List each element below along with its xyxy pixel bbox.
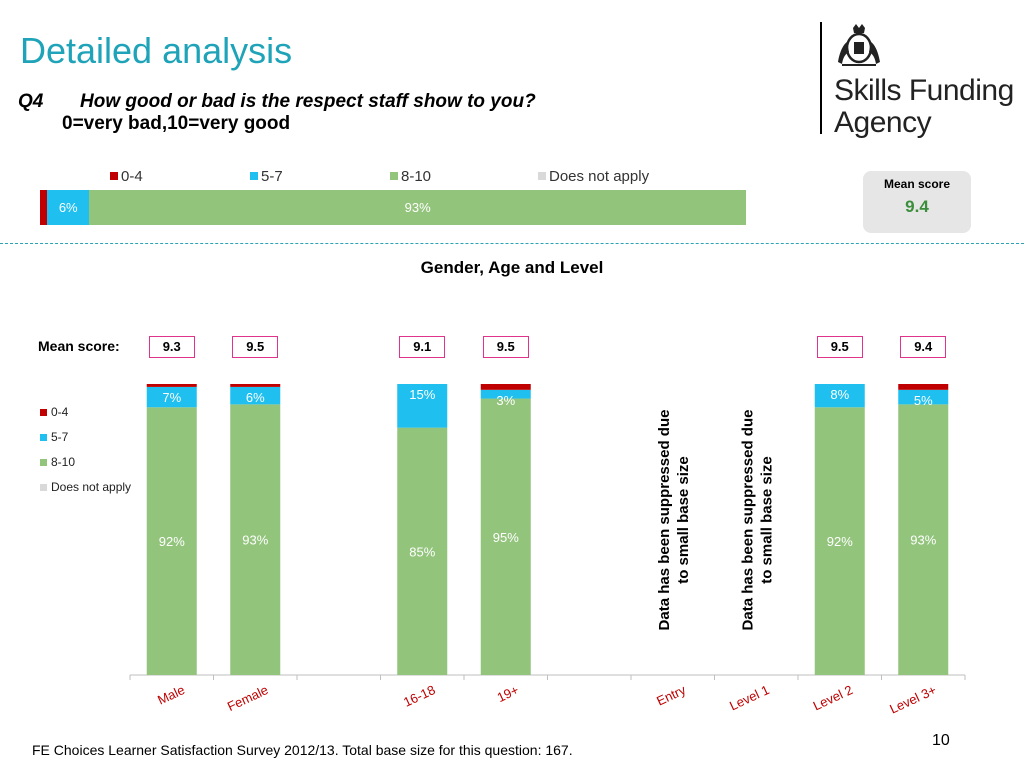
section-subtitle: Gender, Age and Level — [420, 258, 604, 277]
question-text: How good or bad is the respect staff sho… — [80, 91, 536, 112]
logo-text-line2: Agency — [834, 106, 932, 139]
category-label: 16-18 — [401, 682, 437, 710]
legend-swatch — [538, 172, 546, 180]
mean-score-box: 9.5 — [816, 336, 863, 358]
bar-segment-8-10 — [146, 407, 197, 675]
category-label: Level 2 — [811, 682, 855, 713]
bar-data-label: 85% — [409, 544, 435, 559]
bar-segment-8-10 — [480, 398, 531, 675]
legend-label: Does not apply — [51, 480, 132, 494]
bar-segment-0-4 — [230, 384, 281, 387]
bar-segment-5-7 — [898, 389, 949, 405]
mean-score-box: 9.1 — [399, 336, 446, 358]
legend-label: 5-7 — [51, 430, 69, 444]
legend-swatch — [40, 434, 47, 441]
overall-bar-segment-8-10: 93% — [89, 190, 746, 225]
legend-item-0-4: 0-4 — [110, 168, 143, 185]
source-note: FE Choices Learner Satisfaction Survey 2… — [32, 742, 573, 758]
bar-data-label: 15% — [409, 387, 435, 402]
question-number: Q4 — [18, 91, 44, 112]
question-scale: 0=very bad,10=very good — [62, 113, 291, 134]
legend-swatch — [110, 172, 118, 180]
bar-data-label: 92% — [827, 534, 853, 549]
legend-item-does-not-apply: Does not apply — [538, 168, 649, 185]
category-label: Level 3+ — [887, 682, 938, 717]
category-label: Female — [225, 682, 271, 714]
overall-legend: 0-4 5-7 8-10 Does not apply — [110, 168, 750, 188]
mean-score-value: 9.4 — [905, 197, 929, 216]
bar-segment-0-4 — [898, 384, 949, 390]
bar-segment-8-10 — [898, 404, 949, 675]
legend-item-0-4: 0-4 — [40, 405, 68, 419]
bar-segment-5-7 — [397, 384, 448, 428]
mean-score-box: 9.5 — [232, 336, 279, 358]
legend-label: 8-10 — [401, 168, 432, 185]
section-divider — [0, 243, 1024, 244]
mean-score-box: 9.3 — [148, 336, 195, 358]
legend-label: 0-4 — [121, 168, 143, 185]
bar-segment-8-10 — [230, 404, 281, 675]
category-label: Entry — [654, 682, 688, 709]
legend-label: 5-7 — [261, 168, 283, 185]
category-label: Male — [155, 682, 187, 708]
logo-divider — [820, 22, 822, 134]
legend-swatch — [40, 409, 47, 416]
legend-item-does-not-apply: Does not apply — [40, 480, 131, 494]
bar-segment-5-7 — [814, 384, 865, 408]
overall-bar-segment-0-4 — [40, 190, 48, 225]
suppressed-note-line1: Data has been suppressed due — [656, 410, 673, 631]
page-number: 10 — [932, 732, 950, 749]
mean-score-label: Mean score — [883, 177, 951, 191]
breakdown-chart: 92% 7% Male 93% 6% Female 85% 15% 16-18 95% 3% 19+ D… — [129, 384, 966, 717]
overall-bar-segment-5-7: 6% — [47, 190, 90, 225]
bar-data-label: 5% — [914, 393, 933, 408]
legend-swatch — [40, 484, 47, 491]
suppressed-note-line2: to small base size — [758, 456, 775, 584]
bar-segment-0-4 — [146, 384, 197, 387]
bar-data-label: 7% — [162, 390, 181, 405]
bar-data-label: 92% — [159, 534, 185, 549]
legend-label: Does not apply — [549, 168, 650, 185]
mean-score-box: 9.5 — [482, 336, 529, 358]
legend-item-5-7: 5-7 — [250, 168, 283, 185]
mean-score-row-label: Mean score: — [38, 338, 120, 354]
bar-segment-8-10 — [397, 427, 448, 675]
category-label: Level 1 — [727, 682, 771, 713]
legend-swatch — [390, 172, 398, 180]
logo-text-line1: Skills Funding — [834, 74, 1014, 107]
mean-score-box: 9.4 — [900, 336, 947, 358]
suppressed-note: Data has been suppressed due to small bas… — [656, 410, 692, 631]
bar-data-label: 95% — [493, 530, 519, 545]
bar-segment-5-7 — [480, 389, 531, 399]
bar-data-label: 93% — [242, 533, 268, 548]
page-title: Detailed analysis — [20, 30, 293, 71]
bar-data-label: 8% — [830, 387, 849, 402]
legend-label: 0-4 — [51, 405, 69, 419]
suppressed-note-line2: to small base size — [675, 456, 692, 584]
legend-label: 8-10 — [51, 455, 76, 469]
mean-score-card: Mean score 9.4 — [863, 171, 971, 233]
suppressed-note-line1: Data has been suppressed due — [739, 410, 756, 631]
bar-data-label: 3% — [496, 393, 515, 408]
bar-segment-5-7 — [230, 386, 281, 405]
suppressed-note: Data has been suppressed due to small bas… — [739, 410, 775, 631]
legend-item-5-7: 5-7 — [40, 430, 68, 444]
category-label: 19+ — [495, 682, 521, 705]
bar-segment-0-4 — [480, 384, 531, 390]
legend-item-8-10: 8-10 — [40, 455, 75, 469]
bar-data-label: 93% — [910, 533, 936, 548]
bar-data-label: 6% — [246, 390, 265, 405]
legend-swatch — [250, 172, 258, 180]
legend-swatch — [40, 459, 47, 466]
bar-segment-8-10 — [814, 407, 865, 675]
bar-segment-5-7 — [146, 386, 197, 408]
royal-crest-icon — [838, 24, 880, 66]
overall-stacked-bar: 6% 93% — [40, 190, 746, 225]
legend-item-8-10: 8-10 — [390, 168, 431, 185]
